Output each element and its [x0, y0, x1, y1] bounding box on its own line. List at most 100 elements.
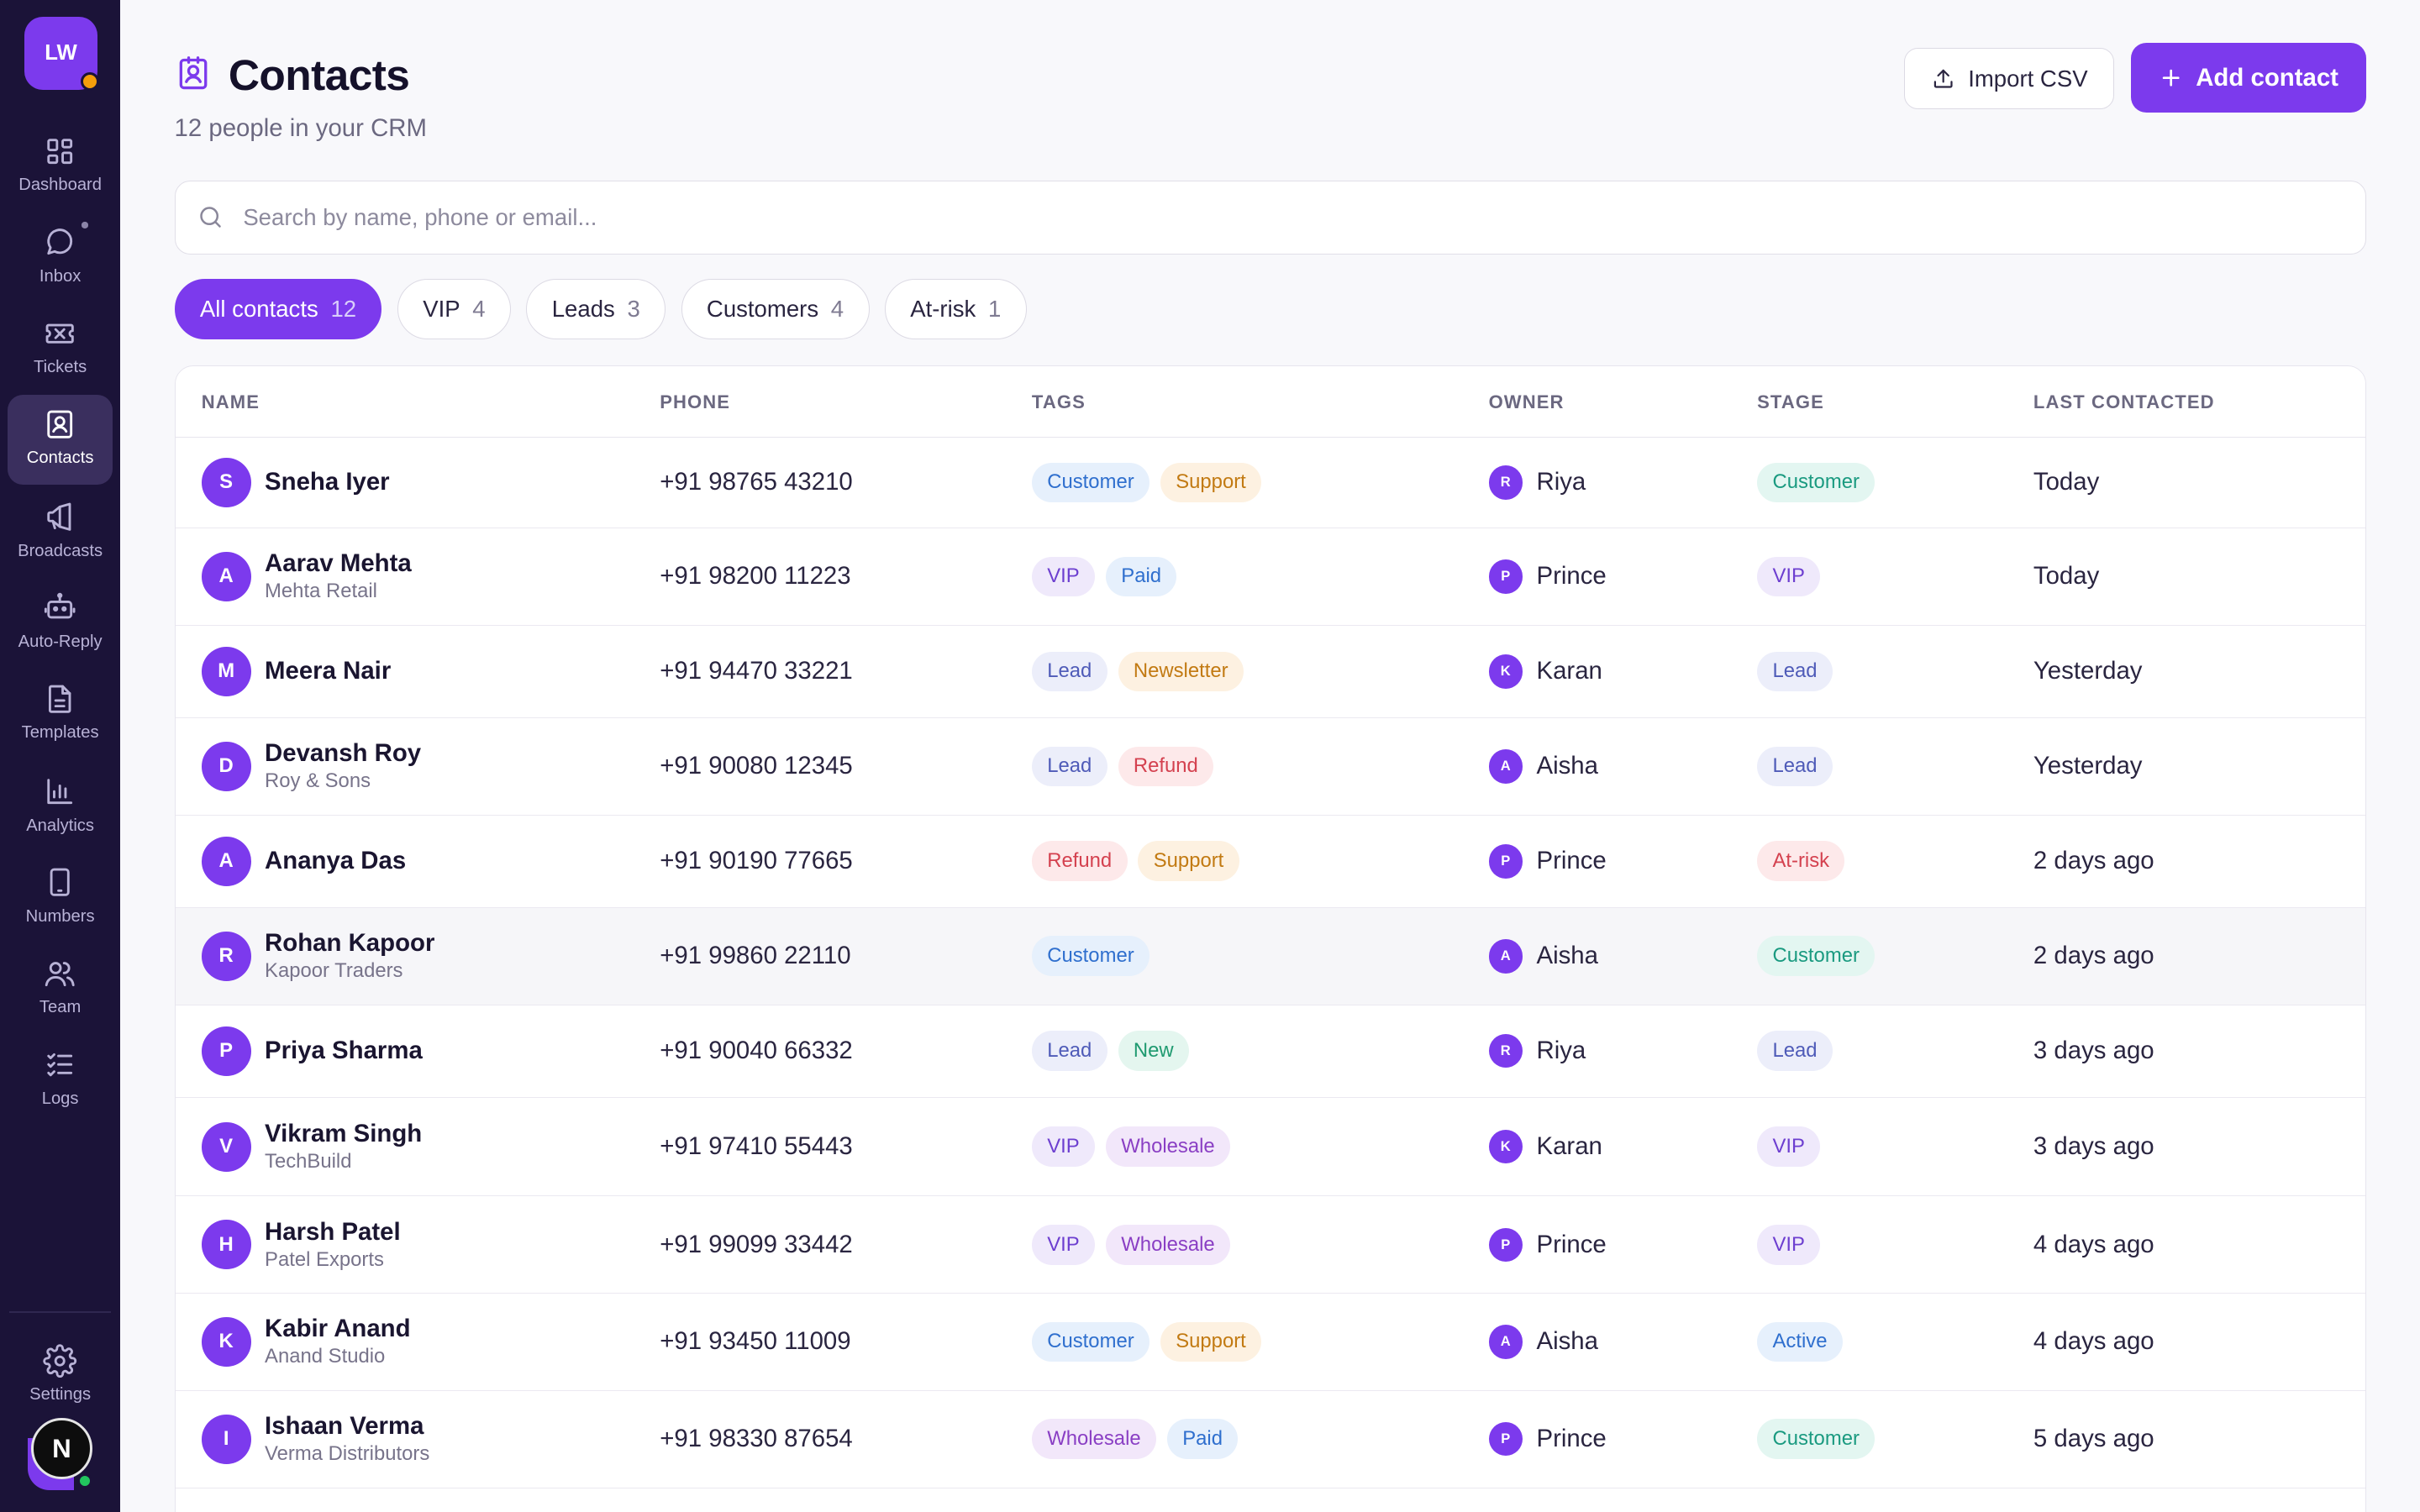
table-row[interactable]: S Sneha Iyer +91 98765 43210 Customer Suppor… — [175, 438, 2365, 529]
add-contact-button[interactable]: Add contact — [2131, 43, 2366, 113]
sidebar-item-dashboard[interactable]: Dashboard — [8, 122, 113, 212]
table-row[interactable]: V Vikram Singh TechBuild +91 97410 55443 VIP… — [175, 1098, 2365, 1197]
column-header-phone[interactable]: PHONE — [660, 391, 731, 412]
column-header-last-contacted[interactable]: LAST CONTACTED — [2033, 391, 2215, 412]
contact-name[interactable]: Rohan Kapoor — [265, 929, 435, 958]
contact-name[interactable]: Ananya Das — [265, 846, 407, 874]
table-row[interactable]: I Ishaan Verma Verma Distributors +91 98330… — [175, 1391, 2365, 1488]
stage-badge: Customer — [1757, 462, 1876, 503]
sidebar-item-label: Tickets — [34, 358, 87, 377]
tag-badge: Customer — [1031, 936, 1150, 977]
contact-avatar: M — [201, 647, 251, 696]
column-header-owner[interactable]: OWNER — [1488, 391, 1565, 412]
sidebar-item-analytics[interactable]: Analytics — [8, 762, 113, 852]
sidebar-item-settings[interactable]: Settings — [8, 1331, 113, 1421]
tag-badge: Lead — [1031, 1031, 1107, 1072]
contact-phone: +91 98200 11223 — [660, 562, 851, 591]
stage-badge: VIP — [1757, 1224, 1821, 1265]
stage-badge: Lead — [1757, 1031, 1833, 1072]
sidebar-item-team[interactable]: Team — [8, 944, 113, 1034]
sidebar-item-label: Contacts — [26, 449, 94, 468]
filter-chip-at-risk[interactable]: At-risk 1 — [884, 279, 1027, 340]
table-row[interactable]: P Priya Sharma +91 90040 66332 Lead New R Riya… — [175, 1005, 2365, 1098]
table-row[interactable]: A Ananya Das +91 90190 77665 Refund Support P… — [175, 816, 2365, 908]
upload-icon — [1933, 69, 1953, 88]
page-title: Contacts — [228, 50, 410, 99]
owner-name: Karan — [1536, 657, 1602, 685]
user-avatar[interactable]: N — [30, 1417, 93, 1480]
contact-avatar: V — [201, 1121, 251, 1172]
sidebar: LW Dashboard Inbox Tickets Contacts Broadcas… — [0, 0, 121, 1512]
sidebar-item-tickets[interactable]: Tickets — [8, 304, 113, 394]
last-contacted: 5 days ago — [2033, 1425, 2154, 1453]
owner-name: Prince — [1536, 1230, 1607, 1258]
workspace-logo[interactable]: LW — [24, 17, 97, 90]
owner-avatar: R — [1488, 1034, 1523, 1068]
contact-name[interactable]: Meera Nair — [265, 657, 392, 685]
contact-name[interactable]: Harsh Patel — [265, 1217, 401, 1246]
contact-avatar: D — [201, 742, 251, 791]
sidebar-item-label: Inbox — [39, 266, 82, 286]
filter-chip-vip[interactable]: VIP 4 — [397, 279, 511, 340]
sidebar-item-label: Logs — [41, 1089, 79, 1108]
page-subtitle: 12 people in your CRM — [174, 113, 427, 142]
owner-avatar: K — [1488, 654, 1523, 689]
filter-label: At-risk — [910, 296, 976, 323]
stage-badge: Customer — [1757, 936, 1876, 977]
sidebar-item-contacts[interactable]: Contacts — [8, 395, 113, 485]
contact-name[interactable]: Ishaan Verma — [265, 1412, 424, 1441]
gear-icon — [43, 1344, 77, 1378]
contact-avatar: H — [201, 1220, 251, 1270]
contact-name[interactable]: Devansh Roy — [265, 739, 422, 768]
column-header-stage[interactable]: STAGE — [1757, 391, 1824, 412]
sidebar-item-label: Settings — [29, 1385, 92, 1404]
import-csv-label: Import CSV — [1968, 65, 2088, 92]
stage-badge: Lead — [1757, 651, 1833, 692]
document-icon — [49, 685, 71, 713]
table-row[interactable]: A Aarav Mehta Mehta Retail +91 98200 11223 V… — [175, 528, 2365, 626]
contact-name[interactable]: Vikram Singh — [265, 1120, 423, 1148]
table-row[interactable]: M Meera Nair +91 94470 33221 Lead Newsletter… — [175, 626, 2365, 719]
filter-chip-leads[interactable]: Leads 3 — [526, 279, 666, 340]
contact-company: Roy & Sons — [265, 769, 371, 793]
tag-badge: New — [1118, 1031, 1189, 1072]
owner-avatar: P — [1488, 1422, 1523, 1457]
contact-company: Anand Studio — [265, 1345, 386, 1368]
filter-label: Leads — [551, 296, 615, 323]
table-row[interactable]: D Devansh Roy Roy & Sons +91 90080 12345 Lea… — [175, 718, 2365, 816]
table-row[interactable]: H Harsh Patel Patel Exports +91 99099 33442… — [175, 1196, 2365, 1294]
sidebar-item-inbox[interactable]: Inbox — [8, 213, 113, 302]
owner-avatar: A — [1488, 939, 1523, 974]
sidebar-item-broadcasts[interactable]: Broadcasts — [8, 487, 113, 577]
sidebar-item-label: Analytics — [26, 816, 94, 835]
owner-avatar: K — [1488, 1129, 1523, 1164]
contact-name[interactable]: Sneha Iyer — [265, 468, 390, 496]
last-contacted: 2 days ago — [2033, 847, 2154, 875]
sidebar-item-numbers[interactable]: Numbers — [8, 853, 113, 943]
filter-chip-customers[interactable]: Customers 4 — [681, 279, 870, 340]
sidebar-item-logs[interactable]: Logs — [8, 1035, 113, 1125]
import-csv-button[interactable]: Import CSV — [1904, 47, 2115, 110]
filter-chip-all-contacts[interactable]: All contacts 12 — [174, 279, 382, 340]
last-contacted: Today — [2033, 468, 2100, 496]
table-row[interactable]: R Rohan Kapoor Kapoor Traders +91 99860 221… — [175, 907, 2365, 1005]
search-bar — [174, 180, 2366, 255]
notification-dot — [82, 222, 88, 228]
contact-avatar: S — [201, 458, 251, 507]
owner-avatar: P — [1488, 844, 1523, 879]
contact-name[interactable]: Priya Sharma — [265, 1036, 423, 1064]
contact-phone: +91 98765 43210 — [660, 468, 853, 496]
column-header-name[interactable]: NAME — [201, 391, 260, 412]
contact-name[interactable]: Aarav Mehta — [265, 549, 412, 578]
table-row[interactable]: K Kabir Anand Anand Studio +91 93450 11009 C… — [175, 1294, 2365, 1391]
sidebar-item-auto-reply[interactable]: Auto-Reply — [8, 579, 113, 669]
contact-card-icon — [47, 410, 73, 438]
column-header-tags[interactable]: TAGS — [1031, 391, 1086, 412]
sidebar-item-templates[interactable]: Templates — [8, 669, 113, 759]
contact-name[interactable]: Kabir Anand — [265, 1315, 411, 1343]
last-contacted: Yesterday — [2033, 752, 2143, 780]
stage-badge: VIP — [1757, 1126, 1821, 1168]
contact-company: Verma Distributors — [265, 1441, 430, 1465]
search-input[interactable] — [243, 203, 2250, 231]
